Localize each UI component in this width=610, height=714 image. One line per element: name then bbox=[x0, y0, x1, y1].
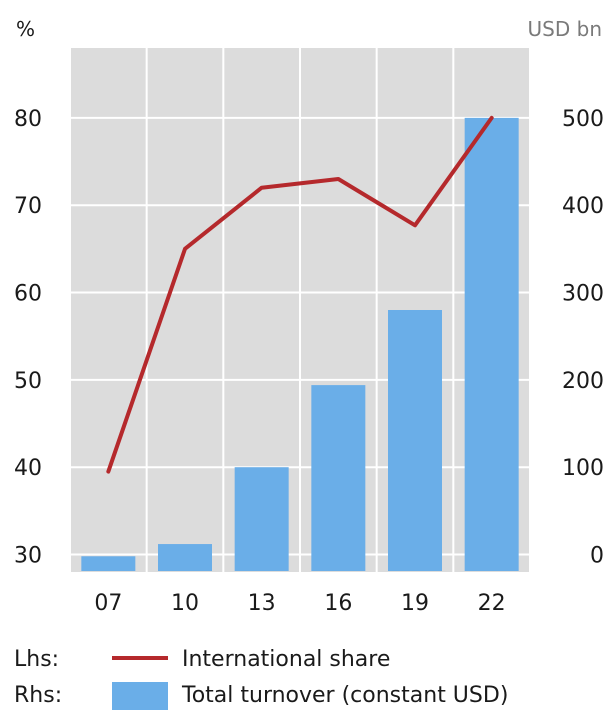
left-tick-label: 50 bbox=[14, 369, 42, 394]
right-tick-label: 300 bbox=[562, 282, 604, 307]
legend-prefix-lhs: Lhs: bbox=[14, 647, 59, 672]
bar-22 bbox=[464, 117, 519, 571]
line-international-share bbox=[106, 115, 494, 474]
right-tick-label: 400 bbox=[562, 194, 604, 219]
left-axis-ticks: 30 40 50 60 70 80 bbox=[14, 107, 42, 569]
x-tick-label: 22 bbox=[478, 591, 506, 616]
right-axis-ticks: 0 100 200 300 400 500 bbox=[562, 107, 604, 569]
x-tick-label: 16 bbox=[324, 591, 352, 616]
legend-item-line: Lhs: International share bbox=[14, 647, 390, 672]
bar-10 bbox=[158, 544, 212, 571]
legend: Lhs: International share Rhs: Total turn… bbox=[14, 647, 508, 710]
x-axis-ticks: 07 10 13 16 19 22 bbox=[94, 591, 505, 616]
x-tick-label: 10 bbox=[171, 591, 199, 616]
bar-19 bbox=[388, 310, 442, 571]
grid bbox=[69, 48, 531, 572]
left-axis-unit: % bbox=[16, 17, 35, 41]
bar-07 bbox=[81, 556, 136, 571]
right-tick-label: 0 bbox=[590, 544, 604, 569]
right-tick-label: 100 bbox=[562, 456, 604, 481]
bar-13 bbox=[234, 467, 289, 571]
x-tick-label: 07 bbox=[94, 591, 122, 616]
left-tick-label: 70 bbox=[14, 194, 42, 219]
right-tick-label: 500 bbox=[562, 107, 604, 132]
legend-label-international-share: International share bbox=[182, 647, 390, 672]
left-tick-label: 60 bbox=[14, 282, 42, 307]
legend-label-total-turnover: Total turnover (constant USD) bbox=[181, 683, 508, 708]
x-tick-label: 19 bbox=[401, 591, 429, 616]
right-axis-unit: USD bn bbox=[528, 17, 602, 41]
bars bbox=[81, 117, 519, 571]
legend-bar-swatch bbox=[112, 682, 168, 710]
left-tick-label: 80 bbox=[14, 107, 42, 132]
x-tick-label: 13 bbox=[248, 591, 276, 616]
bar-16 bbox=[311, 385, 366, 571]
right-tick-label: 200 bbox=[562, 369, 604, 394]
legend-prefix-rhs: Rhs: bbox=[14, 683, 62, 708]
left-tick-label: 40 bbox=[14, 456, 42, 481]
lines bbox=[106, 115, 494, 474]
legend-item-bar: Rhs: Total turnover (constant USD) bbox=[14, 682, 508, 710]
left-tick-label: 30 bbox=[14, 544, 42, 569]
